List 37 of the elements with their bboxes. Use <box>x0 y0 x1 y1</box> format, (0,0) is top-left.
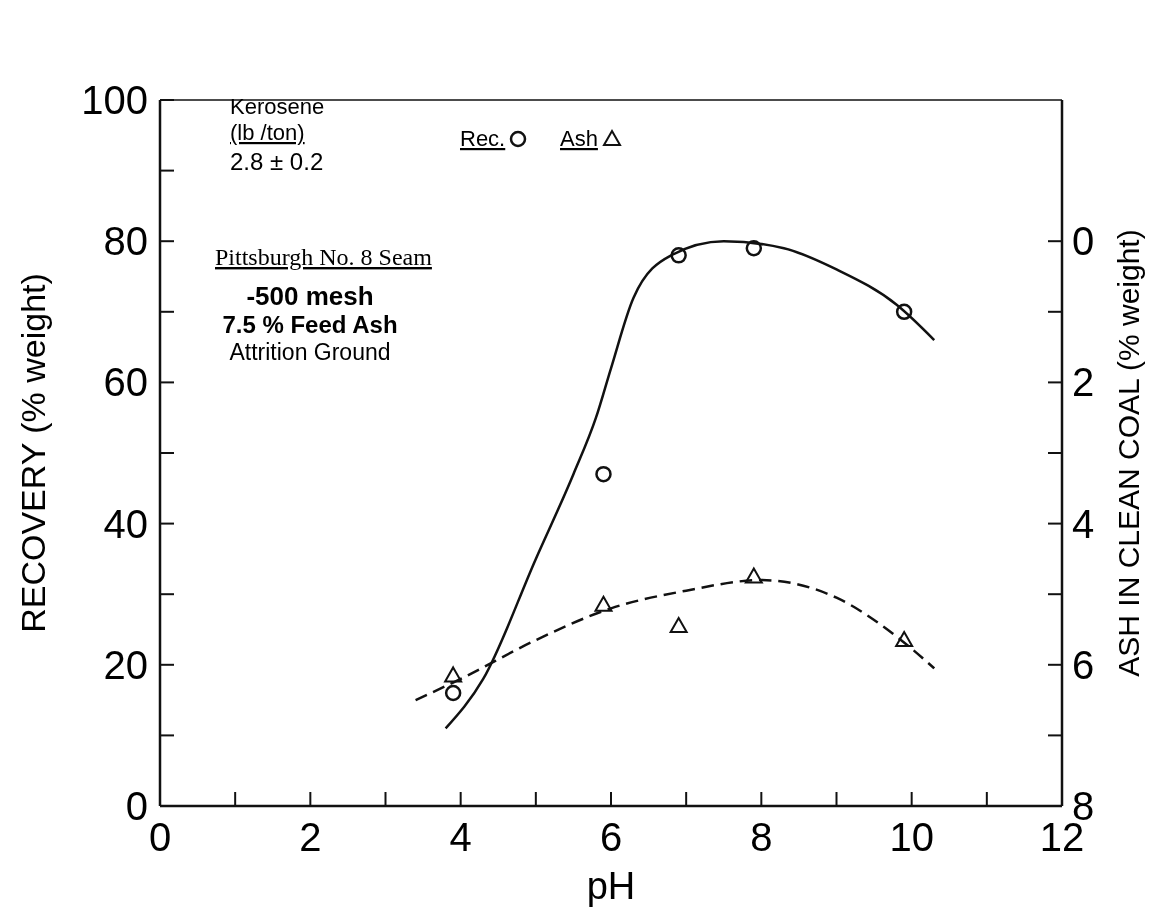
annotation: -500 mesh <box>246 281 374 311</box>
x-tick-label: 6 <box>599 815 623 859</box>
annotation: Pittsburgh No. 8 Seam <box>215 244 433 270</box>
point <box>595 465 612 483</box>
x-tick-label: 8 <box>750 815 773 859</box>
y-tick-label: 40 <box>103 501 148 546</box>
annotation: Kerosene <box>230 94 325 119</box>
y2-tick-label: 0 <box>1072 219 1095 264</box>
y-tick-label: 100 <box>81 78 148 122</box>
annotation: 2.8 ± 0.2 <box>230 148 324 175</box>
legend-label: Ash <box>560 126 598 151</box>
point <box>670 247 687 264</box>
point <box>594 595 613 612</box>
x-tick-label: 2 <box>299 815 322 859</box>
y2-axis-title: ASH IN CLEAN COAL (% weight) <box>1112 229 1145 677</box>
annotation: Attrition Ground <box>229 339 391 365</box>
x-tick-label: 10 <box>889 815 934 859</box>
y-tick-label: 60 <box>103 360 148 405</box>
point <box>895 631 914 648</box>
x-axis-title: pH <box>586 865 636 907</box>
y2-tick-label: 4 <box>1072 501 1095 546</box>
x-tick-label: 4 <box>449 815 472 859</box>
annotation: 7.5 % Feed Ash <box>222 311 398 338</box>
point <box>444 684 462 702</box>
y-tick-label: 20 <box>103 642 148 687</box>
point <box>745 240 763 257</box>
point <box>444 666 463 683</box>
point <box>744 567 763 584</box>
point <box>669 616 688 633</box>
y2-tick-label: 6 <box>1072 642 1095 687</box>
legend-label: Rec. <box>460 126 506 151</box>
y2-tick-label: 2 <box>1072 360 1095 405</box>
y-tick-label: 0 <box>125 784 148 828</box>
point <box>895 303 913 321</box>
y-axis-title: RECOVERY (% weight) <box>14 273 52 633</box>
y-tick-label: 80 <box>103 219 148 264</box>
annotation: (lb /ton) <box>230 120 305 145</box>
